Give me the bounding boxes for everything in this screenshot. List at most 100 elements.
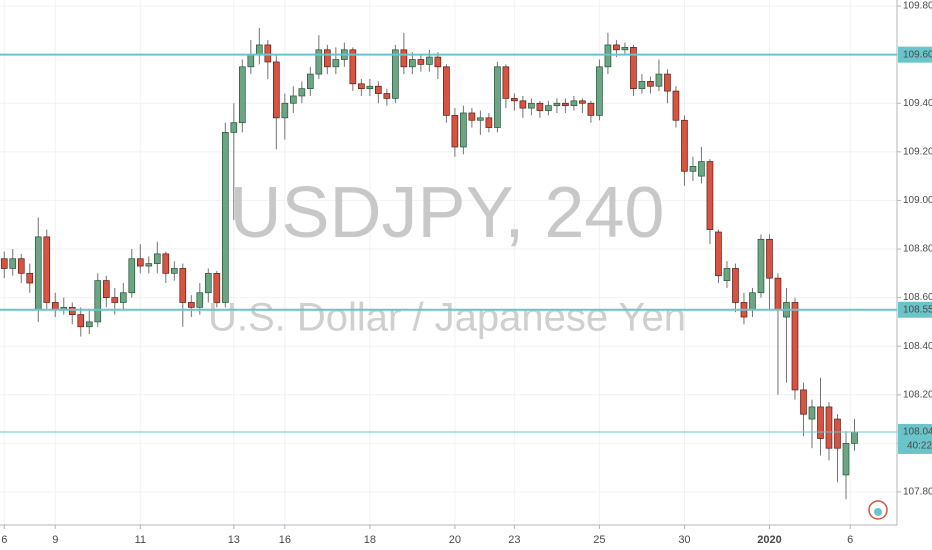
candle-body (349, 49, 357, 85)
candle-body (579, 100, 586, 104)
candle-body (774, 277, 782, 311)
x-tick-label: 18 (364, 534, 376, 546)
candle-body (409, 59, 416, 68)
last-price-label: 108.047 (903, 427, 932, 438)
candle-body (451, 115, 459, 148)
candle-body (196, 292, 204, 308)
candle-body (85, 321, 93, 328)
candle-body (51, 302, 59, 311)
countdown: 40:22 (907, 441, 932, 452)
candle-body (681, 119, 688, 172)
candle-body (400, 49, 408, 68)
candle-body (723, 268, 731, 281)
y-tick-label: 109.800 (903, 1, 932, 12)
candle-body (698, 161, 705, 177)
candle-body (213, 272, 221, 303)
last-price-box (898, 423, 932, 454)
candle-body (307, 73, 314, 90)
candle-body (757, 238, 765, 294)
candle-body (613, 44, 620, 51)
logo-dot (874, 508, 882, 516)
time-axis (0, 525, 897, 550)
candle-body (77, 314, 85, 328)
candle-body (111, 297, 119, 303)
logo-ring (868, 500, 888, 520)
candle-body (290, 95, 297, 104)
candle-body (375, 85, 382, 94)
y-tick-label: 108.600 (903, 292, 932, 303)
candle-body (485, 117, 493, 128)
candle-body (298, 88, 306, 97)
candle-body (238, 66, 246, 124)
candle-body (689, 166, 697, 172)
level-label-box (898, 46, 932, 63)
y-tick-label: 107.800 (903, 487, 932, 498)
candle-body (170, 268, 178, 274)
candle-body (34, 236, 42, 311)
levels (0, 53, 897, 433)
candle-body (162, 253, 170, 274)
candle-body (604, 44, 612, 68)
candle-body (366, 85, 374, 90)
x-tick-label: 6 (1, 534, 7, 546)
candle-body (825, 406, 833, 449)
candle-body (587, 102, 595, 116)
candle-body (264, 44, 272, 63)
candle-body (204, 272, 212, 294)
candle-body (383, 93, 391, 99)
candle-body (766, 238, 773, 279)
candle-body (502, 66, 510, 99)
candle-body (468, 112, 476, 121)
candle-body (315, 49, 323, 75)
candle-body (324, 49, 331, 68)
candle-body (43, 236, 51, 303)
candle-body (119, 292, 127, 303)
candle-body (553, 102, 561, 107)
candle-body (128, 258, 136, 294)
y-tick-label: 108.800 (903, 244, 932, 255)
x-tick-label: 11 (135, 534, 146, 546)
candle-body (749, 292, 756, 311)
candle-body (638, 81, 646, 90)
level-label: 108.550 (903, 304, 932, 315)
level-label: 109.600 (903, 49, 932, 60)
candle-body (136, 258, 144, 267)
y-tick-label: 108.400 (903, 341, 932, 352)
candle-body (528, 102, 535, 109)
level-label-box (898, 301, 932, 318)
candle-body (187, 302, 195, 308)
x-tick-label: 9 (52, 534, 58, 546)
candle-body (511, 98, 518, 102)
y-tick-label: 109.400 (903, 98, 932, 109)
candle-body (834, 418, 841, 449)
watermark-subtitle: U.S. Dollar / Japanese Yen (208, 296, 686, 340)
candle-body (230, 122, 238, 133)
x-tick-label: 30 (678, 534, 690, 546)
candle-body (426, 56, 433, 65)
candle-body (477, 117, 484, 121)
candle-body (153, 253, 161, 264)
candle-body (145, 263, 153, 267)
candle-body (26, 272, 34, 284)
x-tick-label: 23 (508, 534, 520, 546)
candle-body (536, 102, 544, 111)
candle-body (706, 161, 714, 230)
candle-body (545, 105, 552, 111)
price-axis (897, 0, 932, 550)
candle-body (434, 56, 442, 68)
x-tick-label: 2020 (757, 534, 781, 546)
candle-body (273, 61, 280, 119)
x-tick-label: 6 (847, 534, 853, 546)
candle-body (281, 102, 289, 119)
candle-body (817, 406, 824, 439)
y-tick-label: 108.200 (903, 389, 932, 400)
candle-body (417, 59, 425, 65)
x-tick-label: 13 (228, 534, 240, 546)
candle-body (460, 112, 467, 148)
candle-body (732, 268, 739, 303)
logo (868, 500, 888, 520)
y-tick-label: 109.200 (903, 146, 932, 157)
candle-body (570, 100, 578, 107)
